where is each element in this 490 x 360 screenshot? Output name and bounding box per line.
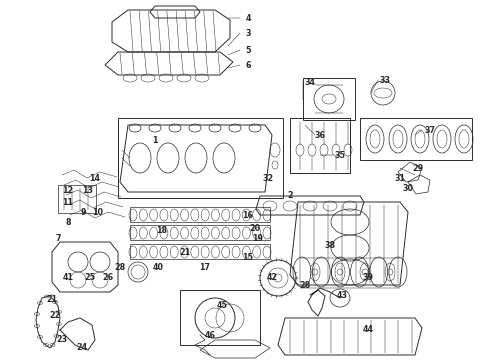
Text: 7: 7 xyxy=(55,234,61,243)
Text: 32: 32 xyxy=(263,174,273,183)
Text: 37: 37 xyxy=(424,126,436,135)
Text: 3: 3 xyxy=(245,28,251,37)
Text: 13: 13 xyxy=(82,185,94,194)
Text: 31: 31 xyxy=(394,174,406,183)
Text: 30: 30 xyxy=(402,184,414,193)
Text: 2: 2 xyxy=(287,190,293,199)
Bar xyxy=(118,118,283,198)
Text: 16: 16 xyxy=(243,211,253,220)
Text: 14: 14 xyxy=(90,174,100,183)
Text: 25: 25 xyxy=(84,274,96,283)
Bar xyxy=(130,244,270,259)
Text: 42: 42 xyxy=(267,274,277,283)
Text: 19: 19 xyxy=(252,234,264,243)
Bar xyxy=(290,118,350,173)
Text: 40: 40 xyxy=(152,264,164,273)
Text: 36: 36 xyxy=(315,131,325,140)
Text: 38: 38 xyxy=(324,240,336,249)
Text: 18: 18 xyxy=(156,225,168,234)
Text: 34: 34 xyxy=(304,77,316,86)
Text: 22: 22 xyxy=(49,310,61,320)
Text: 21: 21 xyxy=(179,248,191,257)
Text: 5: 5 xyxy=(245,45,251,54)
Text: 35: 35 xyxy=(335,150,345,159)
Text: 44: 44 xyxy=(363,325,373,334)
Text: 26: 26 xyxy=(102,274,114,283)
Text: 28: 28 xyxy=(299,280,311,289)
Bar xyxy=(58,185,96,213)
Text: 11: 11 xyxy=(63,198,74,207)
Bar xyxy=(180,290,260,345)
Text: 10: 10 xyxy=(93,207,103,216)
Text: 4: 4 xyxy=(245,14,251,23)
Text: 21: 21 xyxy=(47,296,57,305)
Bar xyxy=(130,207,270,222)
Bar xyxy=(360,118,472,160)
Bar xyxy=(303,78,355,120)
Text: 28: 28 xyxy=(114,264,125,273)
Text: 12: 12 xyxy=(62,185,74,194)
Text: 15: 15 xyxy=(243,253,253,262)
Text: 24: 24 xyxy=(76,343,88,352)
Text: 20: 20 xyxy=(249,224,261,233)
Text: 46: 46 xyxy=(204,330,216,339)
Text: 43: 43 xyxy=(337,291,347,300)
Text: 23: 23 xyxy=(56,336,68,345)
Text: 39: 39 xyxy=(363,274,373,283)
Text: 41: 41 xyxy=(63,274,74,283)
Text: 1: 1 xyxy=(152,135,158,144)
Text: 6: 6 xyxy=(245,60,251,69)
Bar xyxy=(130,225,270,240)
Text: 45: 45 xyxy=(217,301,227,310)
Text: 9: 9 xyxy=(80,207,86,216)
Text: 33: 33 xyxy=(379,76,391,85)
Text: 8: 8 xyxy=(65,217,71,226)
Text: 29: 29 xyxy=(413,163,423,172)
Text: 17: 17 xyxy=(199,264,211,273)
